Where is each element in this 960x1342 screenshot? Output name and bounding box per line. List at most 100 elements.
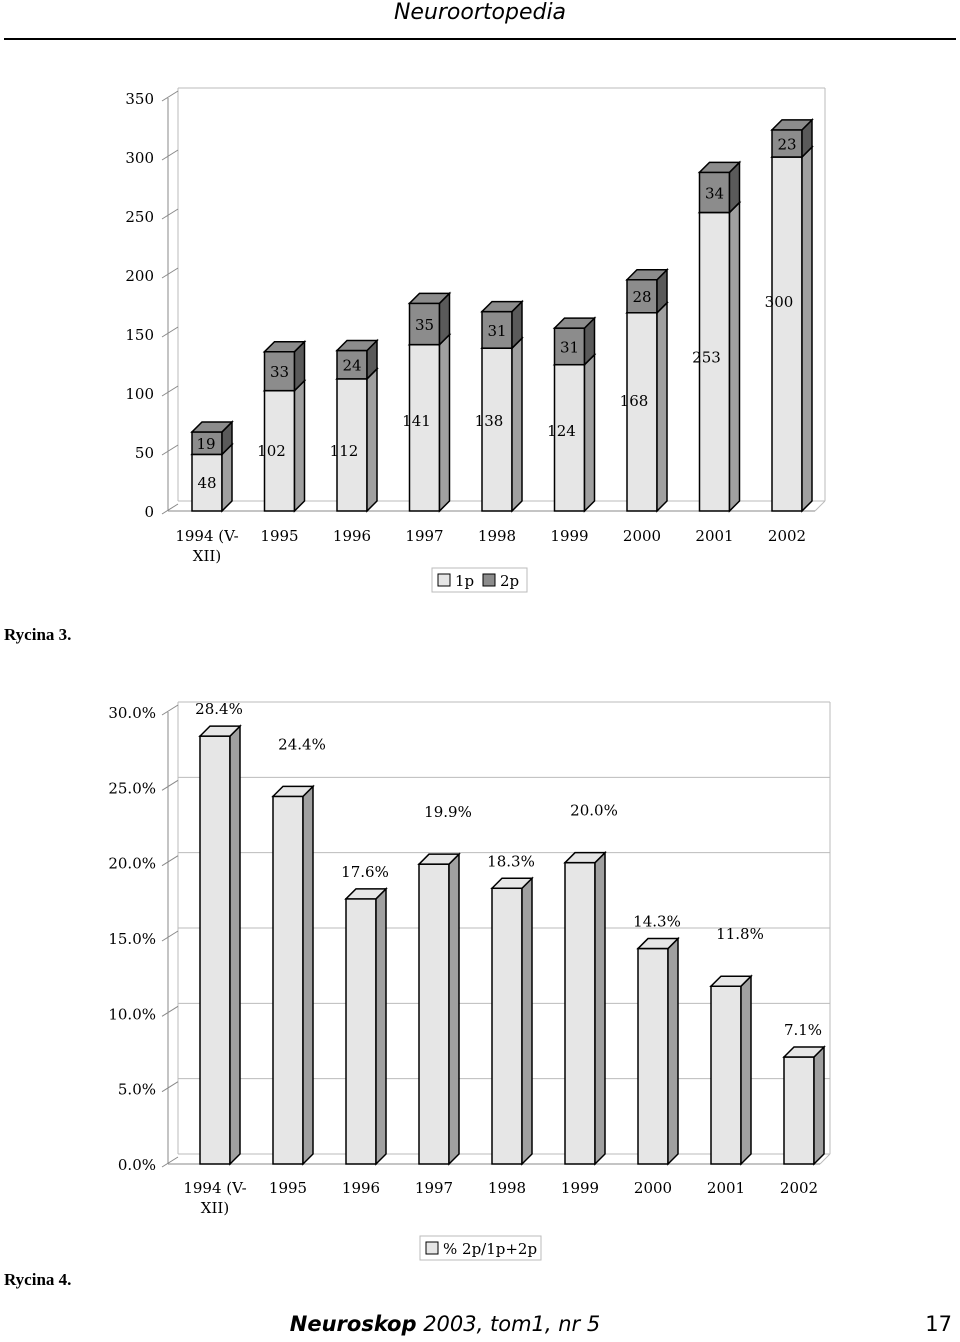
- floor-right-edge: [814, 500, 826, 512]
- data-label-1p: 48: [197, 474, 216, 492]
- bar-1p-side: [801, 145, 813, 513]
- y-tick-label: 150: [125, 326, 154, 344]
- data-label: 24.4%: [278, 735, 326, 753]
- data-label: 14.3%: [633, 913, 681, 931]
- bar-1p-side: [511, 336, 523, 513]
- x-tick-label: 2001: [707, 1179, 745, 1197]
- bar-1p: [626, 312, 658, 512]
- data-label-2p: 34: [705, 184, 724, 202]
- bar-percent-top: [198, 725, 242, 737]
- legend-label-1p: 1p: [455, 572, 474, 590]
- x-tick-label: 2001: [695, 527, 733, 545]
- data-label-2p: 23: [777, 135, 796, 153]
- bar-2p-top: [190, 421, 234, 433]
- floor-right-edge: [819, 1153, 831, 1165]
- y-tick: [161, 208, 179, 220]
- y-tick: [161, 326, 179, 338]
- y-tick-label: 20.0%: [108, 855, 156, 873]
- bar-percent: [710, 985, 742, 1165]
- y-tick-label: 0.0%: [118, 1156, 156, 1174]
- bar-2p: [771, 129, 803, 158]
- bar-2p: [698, 171, 731, 214]
- x-tick-label: 1996: [342, 1179, 380, 1197]
- y-tick: [161, 444, 179, 456]
- data-label-2p: 31: [560, 338, 579, 356]
- y-tick-label: 0: [144, 503, 154, 521]
- bar-percent-side: [229, 724, 241, 1166]
- legend-label-2p: 2p: [500, 572, 519, 590]
- x-tick-label: XII): [193, 547, 221, 565]
- bar-2p: [263, 350, 296, 392]
- y-tick: [161, 1005, 179, 1017]
- bar-percent-top: [563, 851, 607, 864]
- y-tick: [161, 930, 179, 942]
- data-label: 11.8%: [716, 925, 764, 943]
- bar-percent-side: [375, 887, 387, 1166]
- data-label: 20.0%: [570, 802, 618, 820]
- bar-percent-top: [709, 975, 753, 987]
- data-label-1p: 112: [330, 442, 359, 460]
- bar-percent: [783, 1056, 815, 1165]
- figure-caption-3: Rycina 3.: [4, 625, 72, 644]
- page-number: 17: [925, 1312, 952, 1336]
- bar-1p: [771, 156, 803, 512]
- x-tick-label: 1995: [269, 1179, 307, 1197]
- bar-1p-side: [438, 332, 451, 513]
- x-tick-label: 1999: [561, 1179, 599, 1197]
- x-tick-label: 2000: [634, 1179, 672, 1197]
- bar-percent-side: [448, 852, 460, 1166]
- data-label-1p: 124: [547, 422, 576, 440]
- y-tick: [161, 1081, 179, 1093]
- y-tick: [161, 90, 179, 102]
- data-label: 7.1%: [784, 1021, 822, 1039]
- figure-caption-4: Rycina 4.: [4, 1270, 72, 1289]
- data-label-2p: 31: [487, 322, 506, 340]
- y-tick: [161, 855, 179, 867]
- bar-2p-top: [335, 339, 379, 352]
- y-tick-label: 100: [125, 385, 154, 403]
- y-tick: [161, 503, 179, 515]
- bar-1p: [698, 211, 731, 512]
- bar-1p-side: [221, 442, 233, 513]
- y-tick-label: 300: [125, 149, 154, 167]
- x-tick-label: 2002: [780, 1179, 818, 1197]
- x-tick-label: XII): [201, 1199, 229, 1217]
- x-tick-label: 1997: [405, 527, 443, 545]
- y-tick: [161, 1156, 179, 1168]
- chart-rycina-4: 0.0% 5.0% 10.0% 15.0% 20.0% 25.0% 30.0% 28.4% 19…: [108, 700, 831, 1261]
- bar-percent-side: [740, 974, 752, 1166]
- bar-1p: [481, 347, 513, 512]
- legend-box: [419, 1235, 542, 1261]
- y-tick: [161, 267, 179, 279]
- x-tick-label: 2000: [623, 527, 661, 545]
- bar-1p-side: [366, 367, 378, 513]
- data-label-1p: 138: [475, 412, 504, 430]
- bar-1p-side: [293, 378, 306, 513]
- data-label: 19.9%: [424, 803, 472, 821]
- legend-swatch-2p: [482, 573, 496, 587]
- x-tick-label: 2002: [768, 527, 806, 545]
- bar-percent-top: [636, 937, 680, 950]
- bar-percent: [491, 887, 523, 1165]
- bar-1p-side: [728, 200, 741, 513]
- bar-2p-top: [625, 268, 669, 281]
- x-tick-label: 1999: [550, 527, 588, 545]
- bar-2p-top: [480, 300, 524, 313]
- bar-percent-top: [417, 853, 461, 865]
- bar-percent: [418, 863, 450, 1165]
- legend-swatch: [425, 1241, 439, 1255]
- data-label-2p: 33: [270, 363, 289, 381]
- y-tick: [161, 779, 179, 791]
- x-tick-label: 1997: [415, 1179, 453, 1197]
- bar-1p: [336, 378, 368, 512]
- y-tick-label: 15.0%: [108, 930, 156, 948]
- x-tick-label: 1995: [260, 527, 298, 545]
- bar-percent-side: [302, 784, 314, 1166]
- bar-1p-side: [656, 300, 668, 513]
- page-header: Neuroortopedia: [0, 0, 960, 42]
- x-tick-label: 1994 (V-: [183, 1179, 246, 1197]
- bar-2p: [553, 327, 586, 366]
- y-tick-label: 350: [125, 90, 154, 108]
- y-tick-label: 30.0%: [108, 704, 156, 722]
- running-title: Neuroortopedia: [393, 0, 567, 25]
